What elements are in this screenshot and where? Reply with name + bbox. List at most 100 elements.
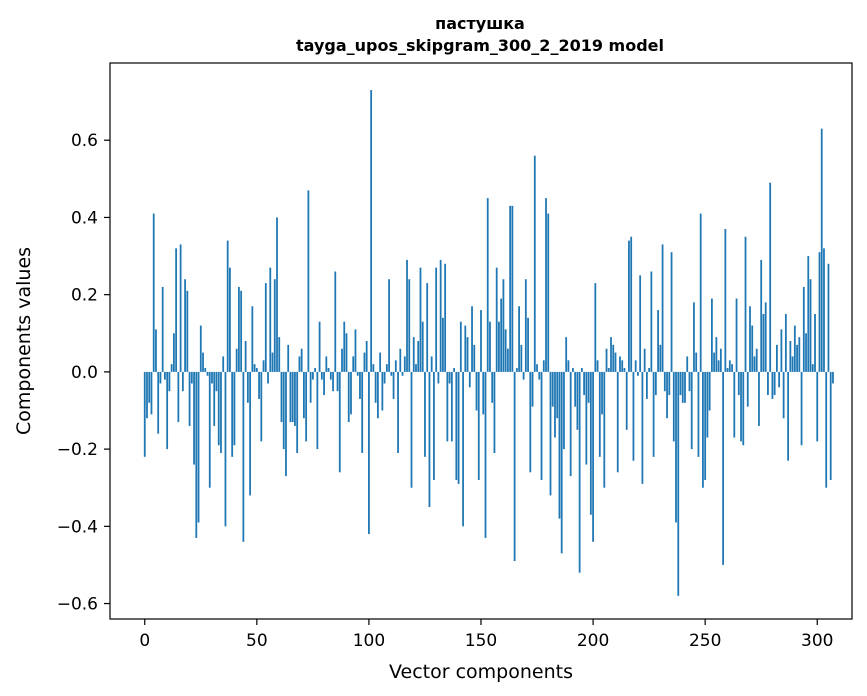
- bar-242: [686, 356, 689, 372]
- bar-19: [186, 290, 189, 372]
- bar-225: [648, 368, 651, 372]
- bar-283: [778, 371, 781, 388]
- bar-79: [320, 371, 323, 380]
- bar-81: [325, 356, 328, 372]
- bar-253: [711, 298, 713, 372]
- bar-111: [392, 371, 395, 399]
- bar-126: [426, 283, 429, 372]
- bar-237: [675, 371, 677, 523]
- bar-150: [480, 310, 482, 372]
- bar-156: [493, 371, 496, 453]
- bar-193: [576, 371, 579, 430]
- bar-274: [758, 371, 760, 426]
- bar-307: [832, 371, 834, 384]
- bar-10: [166, 371, 169, 450]
- bar-190: [569, 371, 572, 477]
- bar-8: [161, 286, 164, 372]
- bar-170: [524, 279, 527, 372]
- bar-68: [296, 371, 299, 453]
- bar-61: [280, 371, 283, 423]
- bar-106: [381, 371, 384, 411]
- bar-25: [199, 325, 202, 372]
- bar-261: [728, 360, 731, 372]
- bar-93: [352, 356, 355, 372]
- bar-216: [628, 240, 630, 372]
- bar-47: [249, 371, 251, 496]
- bar-148: [475, 371, 478, 411]
- bar-247: [697, 371, 700, 457]
- bar-87: [338, 371, 341, 473]
- bar-162: [507, 348, 509, 372]
- bar-0: [143, 371, 146, 457]
- bar-130: [435, 267, 438, 372]
- bar-31: [213, 371, 216, 426]
- x-tick-label: 100: [353, 631, 385, 651]
- bar-94: [354, 329, 357, 372]
- bar-38: [229, 267, 231, 372]
- bar-226: [650, 271, 653, 372]
- bar-57: [271, 352, 274, 372]
- bar-78: [318, 321, 321, 372]
- bar-305: [827, 263, 830, 372]
- bar-51: [258, 371, 260, 399]
- bar-284: [780, 329, 783, 372]
- bar-153: [486, 198, 489, 372]
- bar-23: [195, 371, 198, 538]
- bar-18: [184, 279, 186, 372]
- bar-105: [379, 352, 382, 372]
- bar-34: [220, 371, 222, 453]
- bar-129: [433, 371, 435, 480]
- bar-256: [717, 360, 720, 372]
- bar-132: [439, 259, 442, 372]
- bar-35: [222, 356, 225, 372]
- bar-273: [755, 348, 758, 372]
- bar-72: [305, 371, 308, 442]
- y-tick-label: −0.2: [57, 440, 98, 460]
- bar-44: [242, 371, 245, 542]
- bar-117: [406, 259, 408, 372]
- bar-244: [690, 371, 693, 450]
- bar-213: [621, 360, 624, 372]
- bar-98: [363, 352, 366, 372]
- bar-120: [412, 337, 415, 372]
- bar-246: [695, 352, 698, 372]
- bar-204: [601, 371, 603, 415]
- bar-95: [356, 371, 359, 376]
- bar-143: [464, 325, 467, 372]
- bar-56: [269, 267, 272, 372]
- bar-37: [226, 240, 229, 372]
- bar-131: [437, 371, 440, 384]
- bar-97: [361, 371, 364, 453]
- x-axis-ticks: 0 50 100 150 200 250 300: [139, 619, 833, 651]
- bar-249: [702, 371, 704, 488]
- bar-164: [511, 205, 514, 372]
- bar-30: [211, 371, 213, 384]
- bar-11: [168, 371, 171, 392]
- bar-144: [466, 337, 469, 372]
- bar-169: [522, 371, 525, 380]
- bar-263: [733, 371, 736, 438]
- bar-238: [677, 371, 680, 596]
- bar-96: [359, 371, 361, 399]
- bar-43: [240, 290, 243, 372]
- bar-135: [446, 371, 449, 442]
- bar-73: [307, 190, 310, 372]
- bar-255: [715, 337, 718, 372]
- bar-110: [390, 371, 393, 376]
- bar-4: [152, 213, 155, 372]
- bar-41: [235, 348, 238, 372]
- y-tick-label: 0.6: [71, 131, 98, 151]
- bar-52: [260, 371, 263, 442]
- bar-248: [699, 213, 702, 372]
- bar-91: [347, 371, 350, 423]
- bar-40: [233, 371, 236, 446]
- bar-122: [417, 341, 420, 372]
- bar-184: [556, 371, 559, 419]
- bar-185: [558, 371, 561, 519]
- bar-141: [459, 321, 462, 372]
- bar-289: [791, 356, 794, 372]
- bar-108: [385, 364, 388, 372]
- bar-266: [740, 371, 742, 442]
- bar-125: [424, 371, 426, 457]
